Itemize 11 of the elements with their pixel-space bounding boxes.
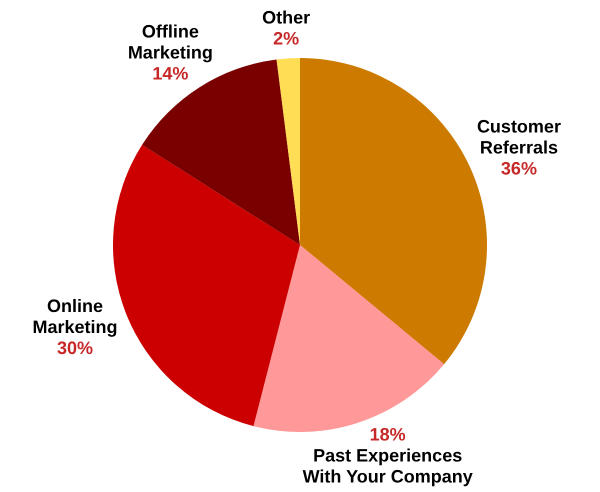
data-label: 18% <box>370 424 406 444</box>
data-label: 2% <box>273 28 300 49</box>
data-label: 14% <box>152 64 188 84</box>
pie-slice <box>276 58 300 245</box>
slice-label: Online Marketing <box>32 296 118 338</box>
slice-label: Offline Marketing <box>128 22 213 63</box>
data-label: 36% <box>500 158 537 178</box>
slice-label: Customer Referrals <box>476 116 561 158</box>
slice-label: Past Experiences With Your Company <box>302 445 473 486</box>
data-label: 30% <box>56 338 94 358</box>
slice-label: Other <box>262 8 310 28</box>
